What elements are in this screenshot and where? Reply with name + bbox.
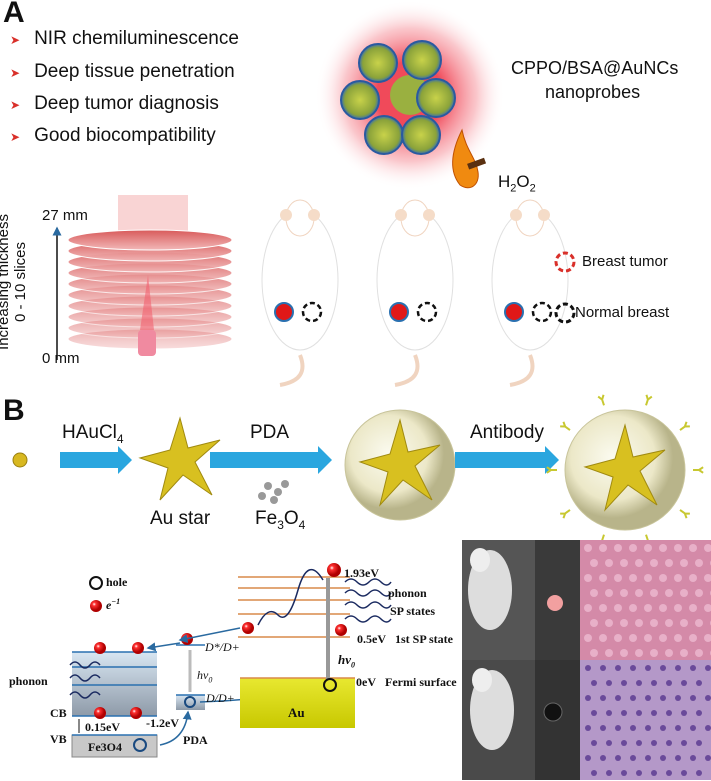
tumor-site [504, 302, 524, 322]
electron-label: e−1 [106, 597, 121, 612]
mouse [376, 199, 454, 387]
process-arrow [210, 446, 332, 474]
gold-seed [12, 452, 28, 468]
d-star-label: D*/D+ [205, 640, 240, 654]
tissue-slice [67, 229, 233, 251]
thickness-top: 27 mm [42, 207, 88, 224]
hole-label: hole [106, 575, 128, 589]
bullet-item: ➤ Deep tissue penetration [10, 61, 235, 83]
arrowhead-icon: ➤ [10, 66, 21, 80]
tissue-stack [67, 195, 233, 356]
fe3o4-box-label: Fe3O4 [88, 740, 122, 754]
energy-diagram [69, 563, 392, 758]
panel-label-b: B [3, 394, 25, 427]
tumor-legend-icon [554, 251, 576, 273]
first-sp-state: 1st SP state [395, 632, 453, 646]
antibody-icon [645, 394, 653, 406]
au-star [138, 416, 221, 501]
thickness-bottom: 0 mm [42, 350, 80, 367]
step3-label: Antibody [470, 422, 544, 443]
mice-group [261, 199, 569, 387]
fe3o4-particles [258, 480, 289, 504]
panel-label-a: A [3, 0, 25, 29]
antibody-icon [679, 509, 690, 519]
probe-type: nanoprobes [545, 82, 641, 102]
probe-name: CPPO/BSA@AuNCs [511, 58, 679, 78]
normal-breast-site [301, 301, 323, 323]
energy-05: 0.5eV [357, 632, 386, 646]
process-arrow [60, 446, 132, 474]
hv-right: hv0 [338, 652, 355, 670]
h2o2-label: H2O2 [498, 172, 536, 195]
energy-193: 1.93eV [344, 566, 379, 580]
flame-icon [452, 128, 479, 189]
step1-label: HAuCl4 [62, 422, 124, 446]
antibody-icon [679, 421, 690, 431]
bullet-item: ➤ NIR chemiluminescence [10, 28, 239, 50]
bullet-text: NIR chemiluminescence [34, 28, 239, 49]
d-plus-label: D/D+ [206, 691, 235, 705]
tumor-site [274, 302, 294, 322]
normal-legend-icon [554, 302, 576, 324]
au-label: Au [288, 705, 305, 720]
antibody-icon [560, 509, 571, 519]
process-arrow [455, 446, 559, 474]
thickness-axis-label: Increasing thickness 0 - 10 slices [0, 214, 29, 350]
legend-normal-label: Normal breast [575, 304, 670, 321]
bullet-text: Good biocompatibility [34, 125, 216, 146]
arrowhead-icon: ➤ [10, 130, 21, 144]
antibody-icon [693, 466, 704, 474]
fermi-surface: Fermi surface [385, 675, 457, 689]
pda-label: PDA [183, 733, 208, 747]
mouse [491, 199, 569, 387]
electron-legend-icon [90, 600, 102, 612]
phonon-left: phonon [9, 674, 48, 688]
arrowhead-icon: ➤ [10, 33, 21, 47]
energy-015: 0.15eV [85, 720, 120, 734]
legend-tumor-label: Breast tumor [582, 253, 668, 270]
normal-breast-site [531, 301, 553, 323]
antibody-icon [597, 394, 605, 406]
bullet-text: Deep tissue penetration [34, 61, 235, 82]
energy-0: 0eV [356, 675, 376, 689]
antibody-icon [546, 466, 557, 474]
arrowhead-icon: ➤ [10, 98, 21, 112]
fe3o4-label: Fe3O4 [255, 508, 306, 532]
hole-legend-icon [89, 576, 103, 590]
mouse [261, 199, 339, 387]
energy-m12: -1.2eV [146, 716, 179, 730]
bullet-item: ➤ Good biocompatibility [10, 125, 216, 147]
step2-label: PDA [250, 422, 290, 443]
imaging-photos [462, 540, 711, 780]
phonon-right: phonon [388, 586, 427, 600]
tumor-site [389, 302, 409, 322]
cb-label: CB [50, 706, 67, 720]
bullet-text: Deep tumor diagnosis [34, 93, 219, 114]
bullet-item: ➤ Deep tumor diagnosis [10, 93, 219, 115]
vb-label: VB [50, 732, 67, 746]
au-star-label: Au star [150, 508, 211, 529]
sp-states: SP states [390, 604, 435, 618]
hv-mid: hv0 [197, 668, 213, 685]
antibody-icon [560, 421, 571, 431]
normal-breast-site [416, 301, 438, 323]
